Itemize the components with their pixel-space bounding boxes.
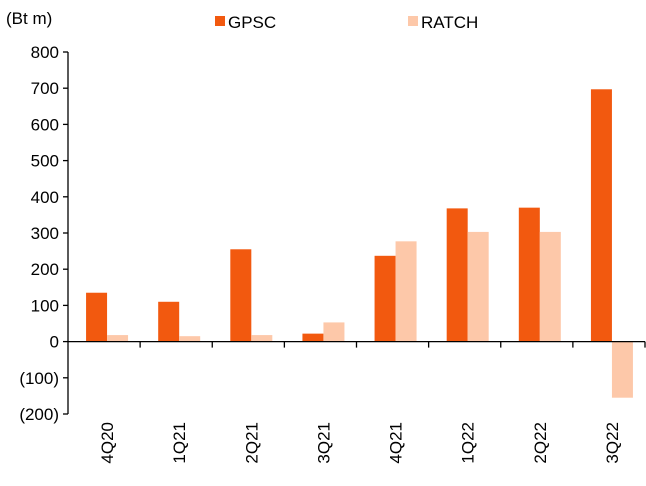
bar	[323, 322, 345, 342]
y-tick-label: 600	[31, 115, 59, 134]
x-tick-label: 1Q21	[170, 422, 189, 464]
y-tick-label: 300	[31, 224, 59, 243]
legend-label: GPSC	[228, 13, 276, 32]
bar	[251, 335, 273, 342]
y-tick-label: 400	[31, 188, 59, 207]
bar	[179, 336, 201, 342]
bar	[230, 249, 252, 342]
y-tick-label: 200	[31, 260, 59, 279]
legend-swatch	[215, 16, 225, 26]
bar	[590, 89, 612, 342]
bar	[395, 241, 417, 342]
x-tick-label: 1Q22	[459, 422, 478, 464]
y-tick-label: (200)	[19, 405, 59, 424]
bar	[518, 207, 540, 342]
y-tick-label: (100)	[19, 369, 59, 388]
bar	[467, 231, 489, 342]
x-tick-label: 3Q21	[314, 422, 333, 464]
bar	[374, 255, 396, 342]
x-tick-label: 2Q22	[531, 422, 550, 464]
x-tick-label: 4Q21	[387, 422, 406, 464]
y-tick-label: 100	[31, 296, 59, 315]
x-tick-label: 4Q20	[98, 422, 117, 464]
bar	[302, 333, 324, 342]
x-tick-label: 3Q22	[603, 422, 622, 464]
bar	[158, 301, 180, 342]
y-tick-label: 0	[50, 333, 59, 352]
legend-label: RATCH	[421, 13, 478, 32]
bar	[611, 341, 633, 398]
bar	[107, 335, 129, 342]
y-tick-label: 500	[31, 152, 59, 171]
bar	[86, 292, 108, 342]
bar	[539, 231, 561, 342]
y-tick-label: 700	[31, 79, 59, 98]
y-axis-label: (Bt m)	[6, 9, 52, 28]
legend-swatch	[408, 16, 418, 26]
bar	[446, 208, 468, 342]
y-tick-label: 800	[31, 43, 59, 62]
x-tick-label: 2Q21	[242, 422, 261, 464]
